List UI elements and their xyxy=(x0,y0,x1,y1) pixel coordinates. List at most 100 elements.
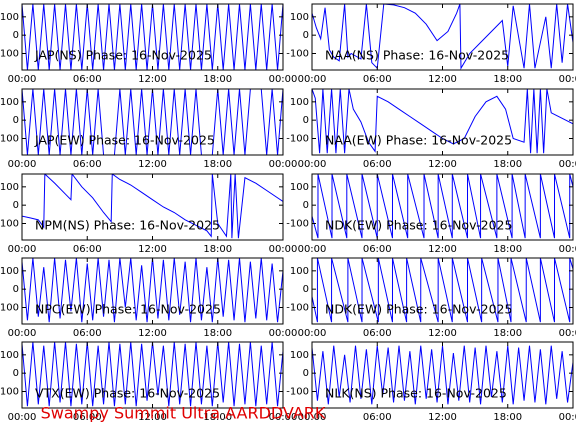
y-tick-label: 100 xyxy=(0,12,19,23)
x-tick-label: 06:00 xyxy=(73,244,102,255)
panel: -100 0 100 00:00 06:00 12:00 18:00 00:00 NDK(EW)… xyxy=(286,257,576,339)
panel-title: NLK(NS) Phase: 16-Nov-2025 xyxy=(325,386,507,401)
x-tick-label: 00:00 xyxy=(8,328,37,339)
x-tick-label: 00:00 xyxy=(269,159,298,170)
x-tick-label: 18:00 xyxy=(493,74,522,85)
x-tick-label: 18:00 xyxy=(203,244,232,255)
y-tick-label: -100 xyxy=(0,303,19,314)
panel-title: NAA(NS) Phase: 16-Nov-2025 xyxy=(325,48,509,63)
phase-line xyxy=(22,174,283,239)
x-tick-label: 06:00 xyxy=(363,412,392,423)
y-tick-label: 0 xyxy=(13,200,19,211)
panel-title: JAP(NS) Phase: 16-Nov-2025 xyxy=(34,48,212,63)
panels: -100 0 100 00:00 06:00 12:00 18:00 00:00 JAP(NS)… xyxy=(0,3,576,423)
x-tick-label: 18:00 xyxy=(203,328,232,339)
x-tick-label: 18:00 xyxy=(203,412,232,423)
panel-title: NAA(EW) Phase: 16-Nov-2025 xyxy=(325,133,512,148)
x-tick-label: 00:00 xyxy=(269,328,298,339)
x-tick-label: 00:00 xyxy=(8,244,37,255)
x-tick-label: 00:00 xyxy=(8,159,37,170)
x-tick-label: 12:00 xyxy=(138,74,167,85)
phase-line xyxy=(312,89,573,154)
y-tick-label: 100 xyxy=(290,350,309,361)
y-tick-label: -100 xyxy=(286,387,309,398)
y-tick-label: 0 xyxy=(13,368,19,379)
x-tick-label: 12:00 xyxy=(138,159,167,170)
panel: -100 0 100 00:00 06:00 12:00 18:00 00:00 NAA(NS)… xyxy=(286,3,576,85)
phase-line xyxy=(312,174,573,239)
y-tick-label: 0 xyxy=(303,368,309,379)
y-tick-label: 100 xyxy=(290,182,309,193)
x-tick-label: 00:00 xyxy=(269,74,298,85)
x-tick-label: 00:00 xyxy=(559,159,576,170)
x-tick-label: 06:00 xyxy=(73,328,102,339)
x-tick-label: 06:00 xyxy=(73,74,102,85)
phase-line xyxy=(312,258,573,323)
phase-line xyxy=(312,4,573,70)
y-tick-label: 0 xyxy=(303,284,309,295)
x-tick-label: 12:00 xyxy=(138,412,167,423)
phase-line xyxy=(22,342,283,407)
panel-title: VTX(EW) Phase: 16-Nov-2025 xyxy=(35,386,220,401)
x-tick-label: 00:00 xyxy=(269,412,298,423)
x-tick-label: 12:00 xyxy=(428,159,457,170)
y-tick-label: -100 xyxy=(0,219,19,230)
panel: -100 0 100 00:00 06:00 12:00 18:00 00:00 NPM(NS)… xyxy=(0,173,298,255)
x-tick-label: 06:00 xyxy=(363,244,392,255)
x-tick-label: 06:00 xyxy=(363,74,392,85)
y-tick-label: -100 xyxy=(0,387,19,398)
x-tick-label: 00:00 xyxy=(298,328,327,339)
x-tick-label: 18:00 xyxy=(203,74,232,85)
x-tick-label: 00:00 xyxy=(298,159,327,170)
y-tick-label: 100 xyxy=(290,97,309,108)
x-tick-label: 18:00 xyxy=(203,159,232,170)
x-tick-label: 06:00 xyxy=(363,159,392,170)
panel: -100 0 100 00:00 06:00 12:00 18:00 00:00 VTX(EW)… xyxy=(0,341,298,423)
x-tick-label: 12:00 xyxy=(428,328,457,339)
x-tick-label: 18:00 xyxy=(493,412,522,423)
y-tick-label: 0 xyxy=(303,30,309,41)
y-tick-label: -100 xyxy=(286,134,309,145)
y-tick-label: -100 xyxy=(286,303,309,314)
y-tick-label: 0 xyxy=(303,115,309,126)
x-tick-label: 00:00 xyxy=(8,412,37,423)
caption: Swampy Summit Ultra AARDDVARK xyxy=(41,404,326,423)
phase-line xyxy=(22,89,283,155)
x-tick-label: 12:00 xyxy=(428,412,457,423)
y-tick-label: 0 xyxy=(13,30,19,41)
x-tick-label: 06:00 xyxy=(73,412,102,423)
y-tick-label: -100 xyxy=(286,219,309,230)
phase-line xyxy=(22,258,283,323)
x-tick-label: 00:00 xyxy=(269,244,298,255)
x-tick-label: 12:00 xyxy=(138,328,167,339)
panel-title: JAP(EW) Phase: 16-Nov-2025 xyxy=(34,133,215,148)
x-tick-label: 00:00 xyxy=(298,74,327,85)
y-tick-label: 100 xyxy=(0,266,19,277)
x-tick-label: 00:00 xyxy=(298,244,327,255)
y-tick-label: 100 xyxy=(0,97,19,108)
y-tick-label: 100 xyxy=(0,350,19,361)
x-tick-label: 00:00 xyxy=(559,328,576,339)
x-tick-label: 18:00 xyxy=(493,328,522,339)
panel: -100 0 100 00:00 06:00 12:00 18:00 00:00 NAA(EW)… xyxy=(286,88,576,170)
x-tick-label: 00:00 xyxy=(559,412,576,423)
x-tick-label: 12:00 xyxy=(138,244,167,255)
y-tick-label: 0 xyxy=(303,200,309,211)
y-tick-label: 0 xyxy=(13,284,19,295)
x-tick-label: 06:00 xyxy=(73,159,102,170)
x-tick-label: 12:00 xyxy=(428,244,457,255)
x-tick-label: 18:00 xyxy=(493,244,522,255)
panel-title: NPM(NS) Phase: 16-Nov-2025 xyxy=(35,218,220,233)
y-tick-label: 100 xyxy=(290,266,309,277)
panel: -100 0 100 00:00 06:00 12:00 18:00 00:00 JAP(NS)… xyxy=(0,3,298,85)
x-tick-label: 00:00 xyxy=(298,412,327,423)
x-tick-label: 18:00 xyxy=(493,159,522,170)
panel: -100 0 100 00:00 06:00 12:00 18:00 00:00 NPC(EW)… xyxy=(0,257,298,339)
panel-title: NDK(EW) Phase: 16-Nov-2025 xyxy=(325,302,512,317)
y-tick-label: 0 xyxy=(13,115,19,126)
y-tick-label: -100 xyxy=(0,49,19,60)
y-tick-label: -100 xyxy=(286,49,309,60)
